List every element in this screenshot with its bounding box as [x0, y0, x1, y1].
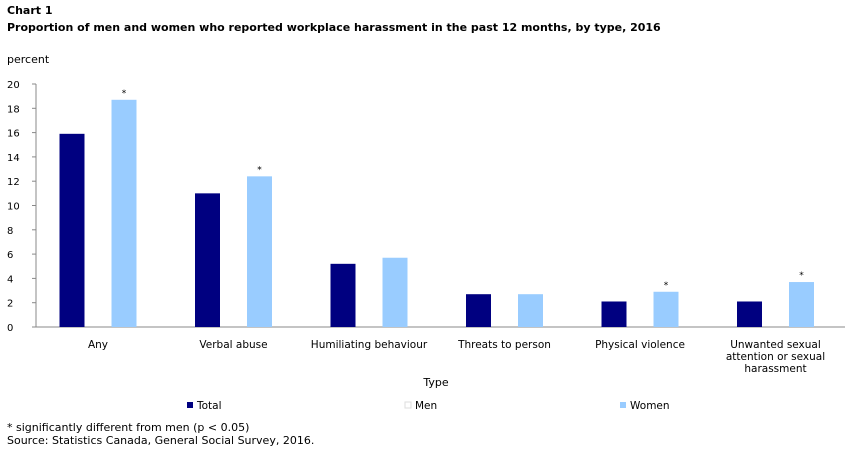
footnote: * significantly different from men (p < … [7, 421, 250, 434]
bar-total [737, 301, 762, 327]
bar-total [195, 193, 220, 327]
y-tick-label: 14 [7, 153, 20, 164]
legend-label-men: Men [415, 400, 437, 412]
bar-chart: Type * * * * 0 2 4 6 8 10 12 14 16 18 20 Any Verbal ab… [7, 80, 845, 412]
y-tick-label: 12 [7, 177, 20, 188]
chart-label: Chart 1 [7, 4, 53, 17]
bar-women [518, 294, 543, 327]
bar-women [111, 99, 137, 327]
y-tick-label: 0 [7, 323, 13, 334]
bar-women [653, 291, 679, 327]
bar-total [330, 263, 356, 327]
significance-marker: * [122, 89, 127, 99]
y-tick-label: 10 [7, 202, 20, 213]
category-label: Verbal abuse [199, 339, 267, 351]
category-label: Threats to person [457, 339, 551, 351]
legend-swatch-women [620, 402, 626, 408]
bar-women [789, 282, 814, 327]
y-tick-label: 8 [7, 226, 13, 237]
y-tick-label: 4 [7, 274, 13, 285]
bar-women [382, 257, 408, 327]
y-tick-label: 16 [7, 129, 20, 140]
x-axis-title: Type [422, 376, 448, 389]
y-tick-label: 18 [7, 104, 20, 115]
significance-marker: * [799, 271, 804, 281]
y-tick-label: 20 [7, 80, 20, 91]
significance-marker: * [257, 165, 262, 175]
y-axis-unit: percent [7, 53, 50, 66]
significance-marker: * [664, 281, 669, 291]
y-tick-label: 6 [7, 250, 13, 261]
chart-title: Proportion of men and women who reported… [7, 21, 661, 34]
bar-total [601, 301, 627, 327]
legend-label-total: Total [196, 400, 222, 412]
legend-swatch-men [404, 401, 412, 409]
category-label: Humiliating behaviour [311, 339, 428, 351]
y-tick-label: 2 [7, 299, 13, 310]
bar-total [466, 294, 491, 327]
category-label: Physical violence [595, 339, 685, 351]
source-note: Source: Statistics Canada, General Socia… [7, 434, 315, 447]
bar-total [59, 133, 85, 327]
category-label: Any [88, 339, 108, 351]
bar-women [247, 176, 272, 327]
legend-swatch-total [187, 402, 193, 408]
category-label: Unwanted sexual attention or sexual harass… [726, 339, 825, 375]
legend-label-women: Women [630, 400, 670, 412]
